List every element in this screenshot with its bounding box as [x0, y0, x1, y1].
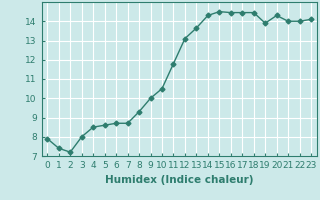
- X-axis label: Humidex (Indice chaleur): Humidex (Indice chaleur): [105, 175, 253, 185]
